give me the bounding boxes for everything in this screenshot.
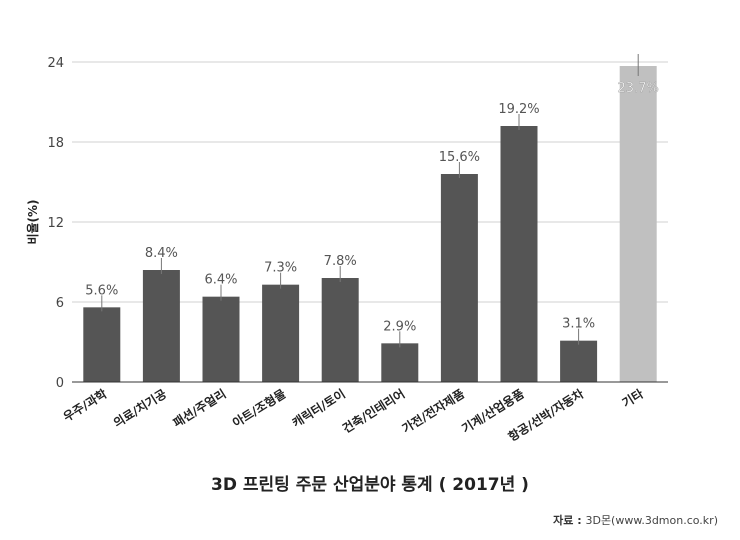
data-label: 6.4%: [204, 273, 237, 288]
data-label: 3.1%: [562, 317, 595, 332]
x-tick-label: 기타: [619, 386, 646, 410]
data-labels: 5.6% 8.4% 6.4% 7.3% 7.8% 2.9% 15.6% 19.2% 3.1% 23…: [85, 54, 659, 348]
y-axis-ticks: 0 6 12 18 24: [47, 56, 64, 391]
x-axis-ticks: 우주/과학 의료/치기공 패션/주얼리 아트/조형물 캐릭터/토이건축/인테리어가전/전…: [60, 386, 646, 444]
data-label: 15.6%: [439, 150, 480, 165]
data-label: 2.9%: [383, 319, 416, 334]
grid-lines: [72, 61, 668, 303]
bar: [262, 284, 300, 382]
x-tick-label: 패션/주얼리: [170, 386, 228, 430]
x-tick-label: 우주/과학: [60, 386, 109, 424]
y-tick-label: 6: [56, 296, 64, 311]
bar: [560, 340, 598, 382]
chart-title: 3D 프린팅 주문 산업분야 통계 ( 2017년 ): [211, 475, 529, 495]
y-tick-label: 24: [47, 56, 64, 71]
data-label: 23.7%: [618, 81, 659, 96]
y-axis-label: 비율(%): [25, 199, 40, 244]
x-tick-label: 가전/전자제품: [399, 386, 467, 436]
bar-chart: 0 6 12 18 24 5.6% 8.4% 6.4% 7.3% 7.8% 2.9% 15.6% 19…: [25, 54, 668, 444]
data-label: 5.6%: [85, 283, 118, 298]
x-tick-label: 의료/치기공: [111, 386, 169, 430]
bar: [440, 174, 478, 382]
bar: [500, 126, 538, 382]
data-label: 7.3%: [264, 261, 297, 276]
bars: [83, 66, 657, 382]
source-prefix: 자료 :: [553, 514, 586, 527]
bar: [83, 307, 121, 382]
bar: [381, 343, 419, 382]
bar: [321, 278, 359, 382]
data-label: 8.4%: [145, 246, 178, 261]
data-label: 7.8%: [324, 254, 357, 269]
x-tick-label: 캐릭터/토이: [289, 386, 347, 430]
data-label: 19.2%: [498, 102, 539, 117]
source-note: 자료 : 3D몬(www.3dmon.co.kr): [553, 512, 718, 528]
source-text: 3D몬(www.3dmon.co.kr): [585, 514, 718, 527]
y-tick-label: 0: [56, 376, 64, 391]
x-tick-label: 아트/조형물: [230, 386, 288, 430]
y-tick-label: 12: [47, 216, 64, 231]
bar: [202, 296, 240, 382]
bar: [619, 66, 657, 382]
y-tick-label: 18: [47, 136, 64, 151]
x-tick-label: 건축/인테리어: [340, 386, 408, 436]
bar: [142, 270, 180, 382]
